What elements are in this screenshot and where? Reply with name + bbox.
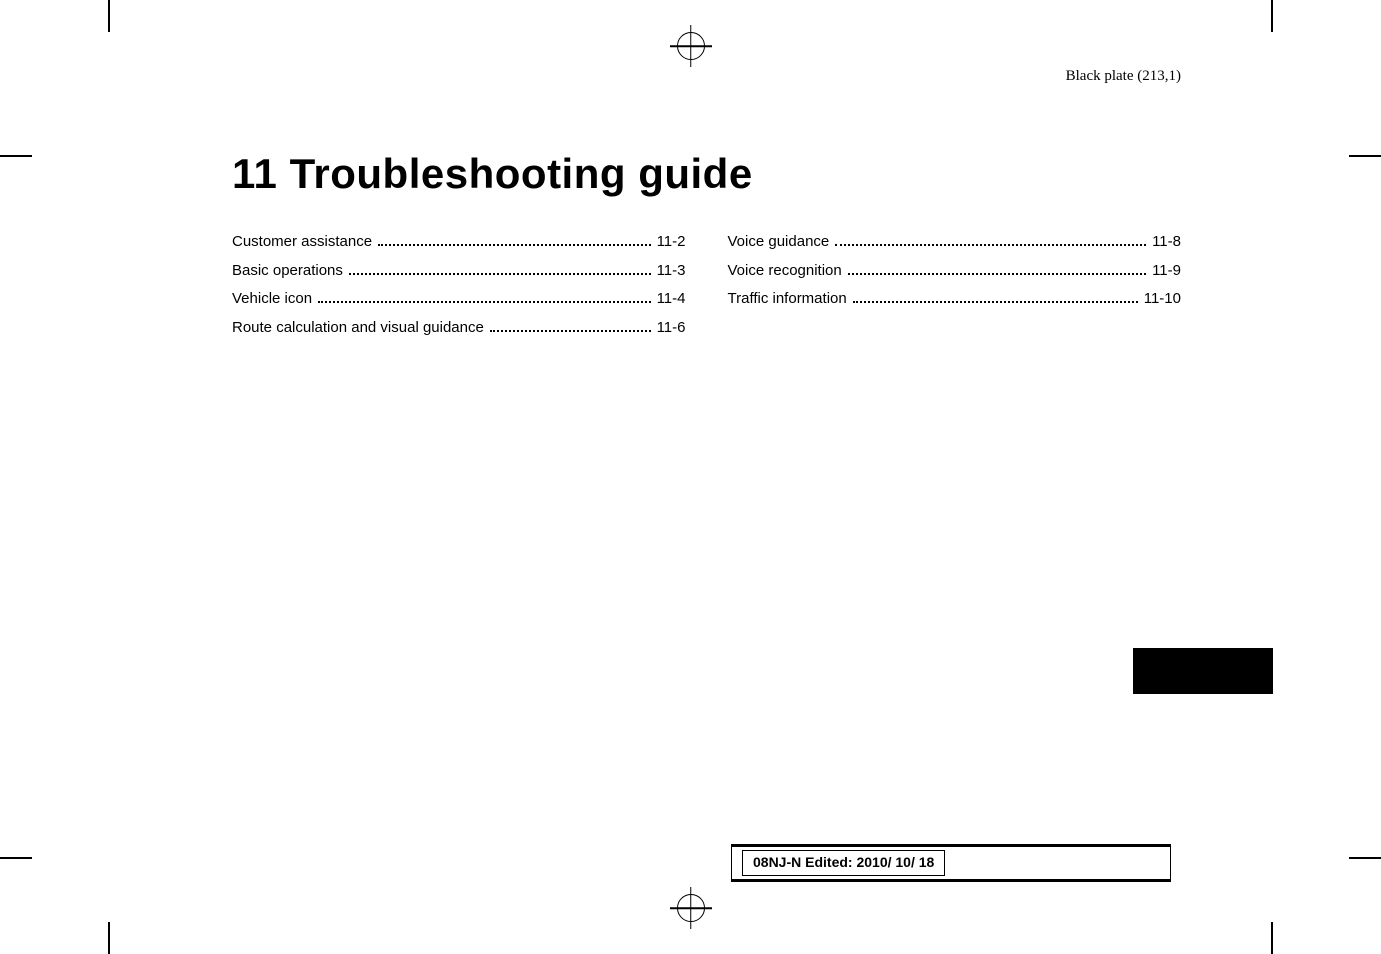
toc-column-left: Customer assistance 11-2 Basic operations 1… <box>232 228 686 342</box>
toc-row: Voice guidance 11-8 <box>728 228 1182 257</box>
toc-column-right: Voice guidance11-8Voice recognition11-9T… <box>728 228 1182 342</box>
toc-label: Route calculation and visual guidance <box>232 314 484 343</box>
registration-mark-bottom <box>661 878 721 938</box>
toc-leader-dots <box>490 330 651 332</box>
toc-row: Traffic information 11-10 <box>728 285 1182 314</box>
table-of-contents: Customer assistance 11-2 Basic operations 1… <box>232 228 1181 342</box>
toc-page-number: 11-4 <box>657 285 686 314</box>
edition-text: 08NJ-N Edited: 2010/ 10/ 18 <box>753 854 934 870</box>
toc-page-number: 11-10 <box>1144 285 1181 314</box>
crop-mark <box>1349 155 1381 157</box>
page: Black plate (213,1) 11 Troubleshooting g… <box>0 0 1381 954</box>
toc-row: Customer assistance 11-2 <box>232 228 686 257</box>
toc-row: Basic operations 11-3 <box>232 257 686 286</box>
toc-leader-dots <box>848 273 1146 275</box>
toc-leader-dots <box>853 301 1138 303</box>
toc-page-number: 11-3 <box>657 257 686 286</box>
crop-mark <box>1349 857 1381 859</box>
toc-page-number: 11-6 <box>657 314 686 343</box>
toc-label: Vehicle icon <box>232 285 312 314</box>
toc-leader-dots <box>378 244 651 246</box>
crop-mark <box>108 922 110 954</box>
toc-row: Voice recognition 11-9 <box>728 257 1182 286</box>
toc-leader-dots <box>318 301 651 303</box>
toc-page-number: 11-9 <box>1152 257 1181 286</box>
toc-leader-dots <box>835 244 1146 246</box>
toc-label: Customer assistance <box>232 228 372 257</box>
toc-page-number: 11-2 <box>657 228 686 257</box>
crop-mark <box>108 0 110 32</box>
edition-footer: 08NJ-N Edited: 2010/ 10/ 18 <box>731 844 1171 882</box>
toc-row: Route calculation and visual guidance 11-… <box>232 314 686 343</box>
crop-mark <box>0 857 32 859</box>
toc-label: Traffic information <box>728 285 847 314</box>
toc-page-number: 11-8 <box>1152 228 1181 257</box>
toc-label: Voice recognition <box>728 257 842 286</box>
toc-row: Vehicle icon 11-4 <box>232 285 686 314</box>
crop-mark <box>1271 0 1273 32</box>
page-title: 11 Troubleshooting guide <box>232 150 753 198</box>
black-plate-label: Black plate (213,1) <box>1066 68 1181 85</box>
toc-label: Voice guidance <box>728 228 830 257</box>
section-tab <box>1133 648 1273 694</box>
toc-leader-dots <box>349 273 651 275</box>
toc-label: Basic operations <box>232 257 343 286</box>
registration-mark-top <box>661 16 721 76</box>
crop-mark <box>0 155 32 157</box>
crop-mark <box>1271 922 1273 954</box>
